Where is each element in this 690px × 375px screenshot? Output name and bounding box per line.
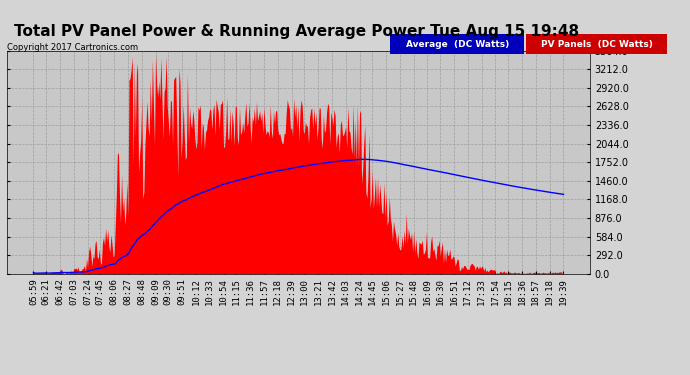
Text: Total PV Panel Power & Running Average Power Tue Aug 15 19:48: Total PV Panel Power & Running Average P… bbox=[14, 24, 580, 39]
Text: PV Panels  (DC Watts): PV Panels (DC Watts) bbox=[540, 40, 653, 49]
Text: Average  (DC Watts): Average (DC Watts) bbox=[406, 40, 509, 49]
Text: Copyright 2017 Cartronics.com: Copyright 2017 Cartronics.com bbox=[7, 43, 138, 52]
